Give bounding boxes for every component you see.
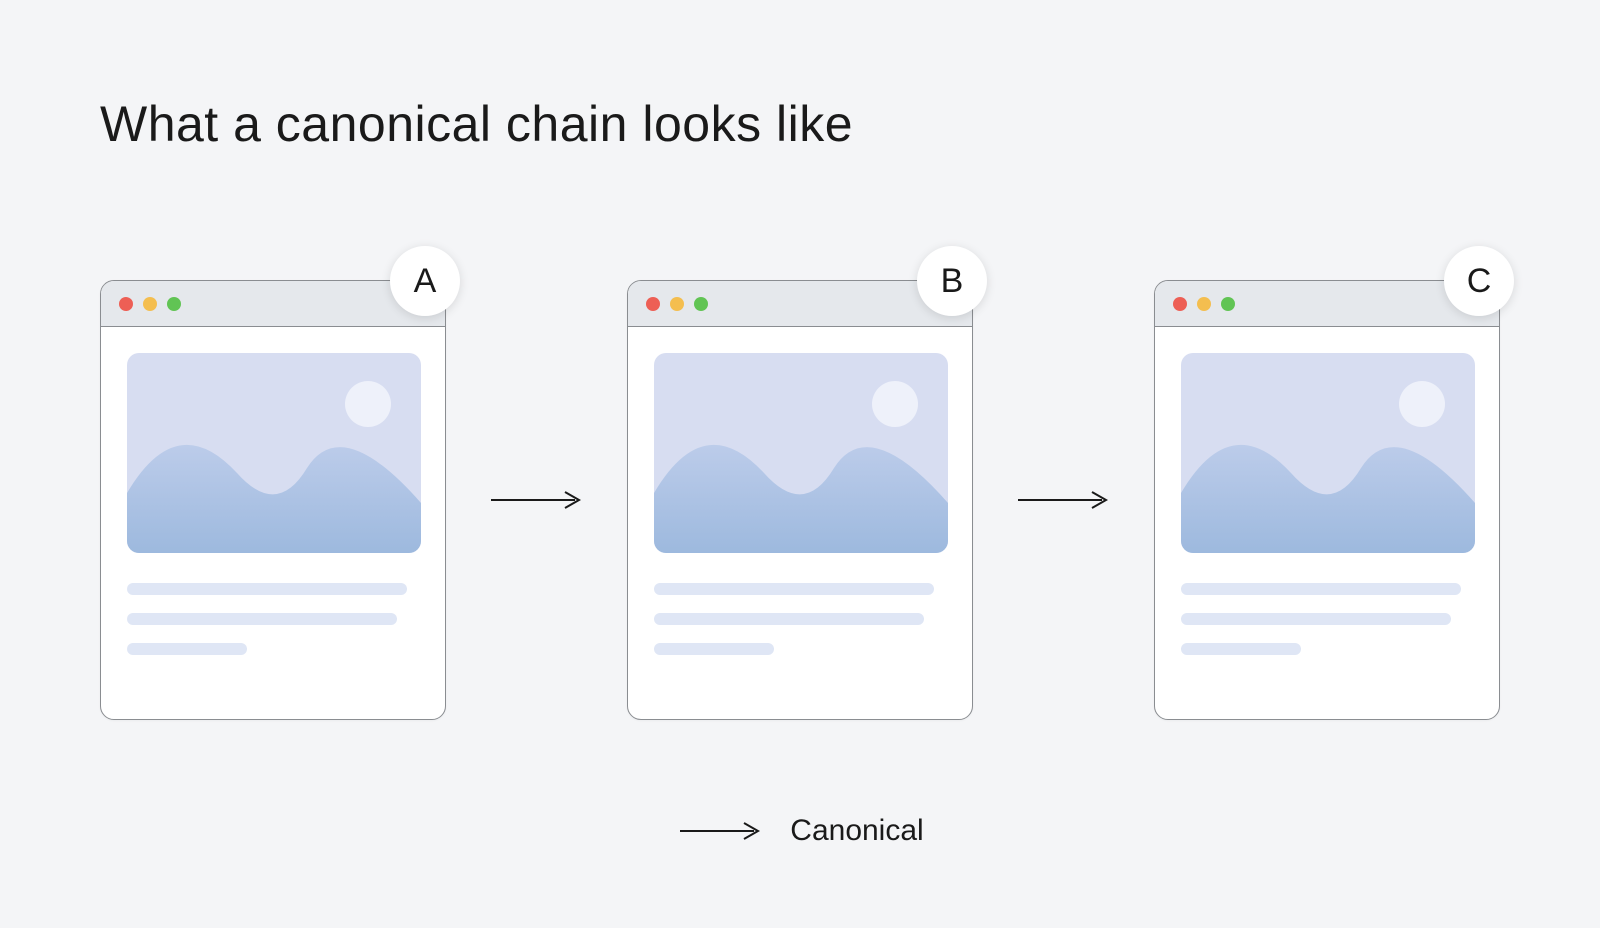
traffic-light-yellow-icon	[670, 297, 684, 311]
traffic-light-green-icon	[167, 297, 181, 311]
text-line	[1181, 643, 1301, 655]
text-lines	[1181, 583, 1473, 655]
traffic-light-green-icon	[694, 297, 708, 311]
traffic-light-yellow-icon	[143, 297, 157, 311]
text-lines	[127, 583, 419, 655]
text-line	[654, 583, 934, 595]
text-line	[127, 643, 247, 655]
mountains-icon	[127, 353, 421, 553]
arrow-right-icon	[487, 488, 587, 512]
badge-c: C	[1444, 246, 1514, 316]
window-a-wrap: A	[100, 280, 446, 720]
arrow-a-to-b	[477, 488, 597, 512]
legend-label: Canonical	[790, 814, 923, 848]
window-content	[628, 327, 972, 655]
traffic-light-red-icon	[119, 297, 133, 311]
legend: Canonical	[0, 814, 1600, 848]
text-line	[127, 583, 407, 595]
traffic-light-green-icon	[1221, 297, 1235, 311]
image-placeholder	[654, 353, 948, 553]
arrow-b-to-c	[1004, 488, 1124, 512]
image-placeholder	[1181, 353, 1475, 553]
arrow-right-icon	[1014, 488, 1114, 512]
text-line	[654, 643, 774, 655]
badge-a: A	[390, 246, 460, 316]
window-content	[1155, 327, 1499, 655]
text-line	[1181, 613, 1451, 625]
text-line	[1181, 583, 1461, 595]
browser-window-c	[1154, 280, 1500, 720]
arrow-right-icon	[676, 819, 766, 843]
legend-arrow	[676, 819, 766, 843]
image-placeholder	[127, 353, 421, 553]
text-line	[127, 613, 397, 625]
diagram-title: What a canonical chain looks like	[100, 95, 853, 153]
window-content	[101, 327, 445, 655]
traffic-light-red-icon	[646, 297, 660, 311]
browser-window-b	[627, 280, 973, 720]
traffic-light-red-icon	[1173, 297, 1187, 311]
browser-window-a	[100, 280, 446, 720]
diagram-row: A	[100, 280, 1500, 720]
badge-b: B	[917, 246, 987, 316]
text-line	[654, 613, 924, 625]
mountains-icon	[654, 353, 948, 553]
window-c-wrap: C	[1154, 280, 1500, 720]
traffic-light-yellow-icon	[1197, 297, 1211, 311]
text-lines	[654, 583, 946, 655]
mountains-icon	[1181, 353, 1475, 553]
window-b-wrap: B	[627, 280, 973, 720]
